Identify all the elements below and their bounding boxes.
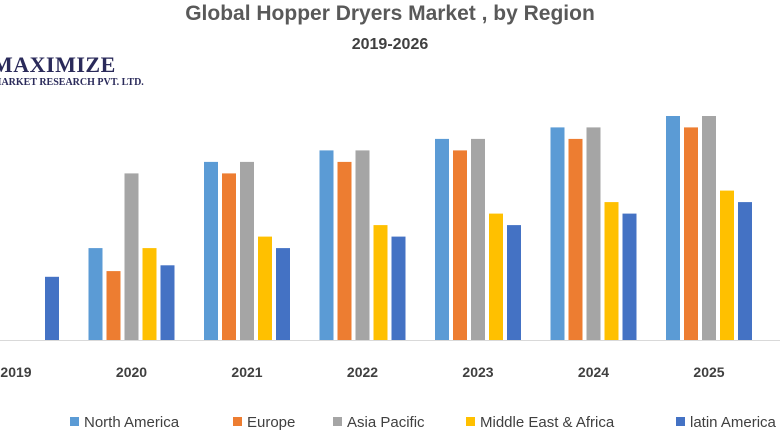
bar-2021-asia-pacific — [240, 161, 254, 340]
bar-2021-north-america — [204, 161, 218, 340]
x-tick-label-2019: 2019 — [0, 364, 31, 380]
bar-2025-latin-america — [738, 202, 752, 340]
legend-label-latin-america: latin America — [690, 414, 777, 431]
bar-2024-asia-pacific — [586, 127, 601, 341]
bar-2022-north-america — [319, 150, 334, 340]
bar-2023-middle-east-africa — [489, 213, 503, 340]
legend-label-north-america: North America — [84, 414, 180, 431]
chart-subtitle: 2019-2026 — [351, 36, 429, 53]
legend-swatch-middle-east-africa — [466, 417, 475, 426]
bar-2025-europe — [684, 127, 698, 341]
bar-2020-north-america — [88, 248, 103, 340]
x-tick-label-2022: 2022 — [347, 364, 378, 380]
x-tick-label-2024: 2024 — [578, 364, 609, 380]
bar-2022-asia-pacific — [355, 150, 370, 340]
bar-2021-latin-america — [276, 248, 290, 340]
bar-2019-latin-america — [45, 276, 59, 340]
bar-2023-north-america — [435, 138, 449, 340]
bar-2024-latin-america — [622, 213, 637, 340]
bar-2021-europe — [222, 173, 236, 340]
legend-swatch-europe — [233, 417, 242, 426]
x-tick-label-2023: 2023 — [462, 364, 493, 380]
bar-2023-asia-pacific — [471, 138, 485, 340]
bar-2022-middle-east-africa — [373, 225, 388, 340]
bar-2020-middle-east-africa — [142, 248, 157, 340]
legend-swatch-north-america — [70, 417, 79, 426]
x-tick-label-2021: 2021 — [231, 364, 262, 380]
x-tick-label-2020: 2020 — [116, 364, 147, 380]
x-tick-label-2025: 2025 — [693, 364, 724, 380]
logo-tagline: MARKET RESEARCH PVT. LTD. — [0, 77, 144, 88]
bar-2024-middle-east-africa — [604, 202, 619, 340]
bar-2025-asia-pacific — [702, 116, 716, 340]
legend-swatch-asia-pacific — [333, 417, 342, 426]
bar-2024-europe — [568, 138, 583, 340]
bar-2023-latin-america — [507, 225, 521, 340]
bar-2021-middle-east-africa — [258, 236, 272, 340]
bars-layer — [45, 116, 752, 341]
bar-2022-latin-america — [391, 236, 406, 340]
bar-2023-europe — [453, 150, 467, 340]
chart-title: Global Hopper Dryers Market , by Region — [185, 2, 595, 25]
bar-2025-north-america — [666, 116, 680, 340]
legend-label-middle-east-africa: Middle East & Africa — [480, 414, 615, 431]
legend: North America Europe Asia Pacific Middle Ea… — [70, 414, 777, 431]
bar-2024-north-america — [550, 127, 565, 341]
x-tick-labels: 20192020202120222023202420252026 — [0, 364, 724, 380]
bar-2022-europe — [337, 161, 352, 340]
bar-2020-europe — [106, 271, 121, 340]
company-logo: MAXIMIZE MARKET RESEARCH PVT. LTD. — [0, 30, 162, 90]
legend-label-asia-pacific: Asia Pacific — [347, 414, 425, 431]
logo-name: MAXIMIZE — [0, 52, 116, 77]
bar-2025-middle-east-africa — [720, 190, 734, 340]
bar-2020-asia-pacific — [124, 173, 139, 340]
legend-label-europe: Europe — [247, 414, 295, 431]
legend-swatch-latin-america — [676, 417, 685, 426]
bar-2020-latin-america — [160, 265, 175, 340]
